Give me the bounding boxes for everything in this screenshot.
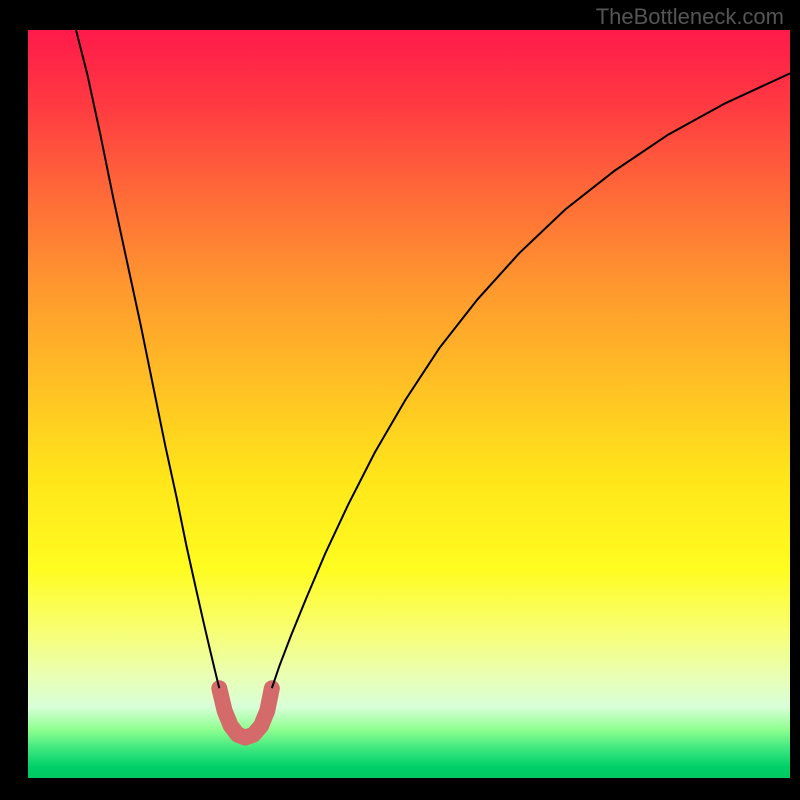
bottleneck-curve: [28, 30, 790, 778]
optimal-zone-marker: [219, 688, 272, 737]
plot-area: [28, 30, 790, 778]
curve-right-branch: [272, 73, 790, 688]
curve-left-branch: [76, 30, 219, 688]
watermark-text: TheBottleneck.com: [596, 4, 784, 30]
